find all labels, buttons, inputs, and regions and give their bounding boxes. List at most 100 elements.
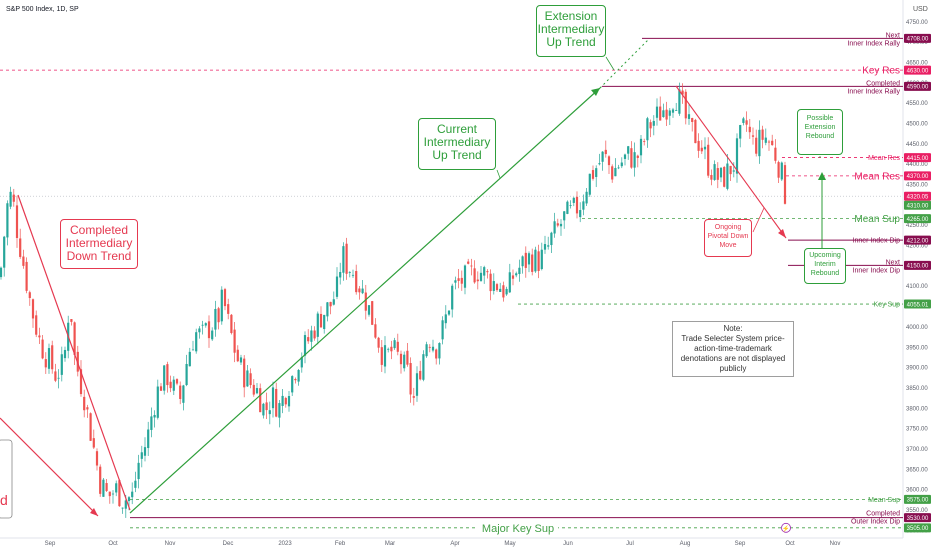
candle-body [163,365,166,391]
candle-body [764,137,767,143]
candle-body [390,346,393,352]
price-tag-label: 4370.00 [907,174,929,180]
candle-body [287,396,291,407]
ongoing-down-arrowhead [778,229,786,238]
candle-body [537,251,540,271]
candle-body [275,388,278,417]
price-tag [904,33,931,43]
candle-body [630,148,633,168]
candle-body [243,358,246,388]
price-tag [904,299,931,309]
current-trend-callout: Current Intermediary Up Trend [418,118,496,170]
extension-trend-callout: Extension Intermediary Up Trend [536,5,606,57]
candle-body [460,277,463,284]
candle-body [169,381,172,389]
candle-body [451,285,454,310]
candle-body [639,138,643,156]
candle-body [271,387,275,409]
candle-body [316,313,319,337]
candle-body [486,271,489,273]
x-month-label: Nov [165,541,176,547]
candle-body [697,140,700,151]
extension-up-trendline [599,39,649,89]
candle-body [403,354,406,369]
candle-body [111,493,115,495]
event-icon [781,522,791,533]
candle-body [207,321,211,339]
candle-body [780,162,783,180]
y-tick-label: 4500.00 [906,121,928,127]
candle-body [329,301,332,307]
candle-body [774,147,777,161]
candle-body [425,344,428,357]
candle-body [777,162,780,178]
level-label: Inner Index Rally [847,88,900,95]
candle-body [719,167,723,178]
price-tag [904,191,931,201]
candle-body [435,349,438,359]
price-tag-label: 4150.00 [907,264,929,270]
y-tick-label: 4100.00 [906,284,928,290]
candle-body [431,346,435,351]
outer-down-trendline [0,417,99,517]
price-tag [904,523,931,533]
candle-body [518,267,521,275]
x-month-label: Apr [450,541,459,547]
candle-body [188,351,191,367]
level-label: Completed [866,511,900,518]
candle-body [636,155,639,158]
level-label: Mean Sup [854,214,900,225]
x-month-label: Jul [626,541,634,547]
candle-body [185,363,188,386]
ongoing-move-pointer [752,207,765,233]
price-tag [904,200,931,210]
level-label: Inner Index Dip [853,238,901,245]
candle-body [358,288,361,293]
candle-body [348,272,351,273]
x-month-label: Sep [45,541,56,547]
candle-body [751,135,755,137]
candle-body [310,330,313,342]
candle-body [63,349,67,359]
candle-body [12,194,15,202]
price-tag [904,260,931,270]
x-month-label: Oct [108,541,118,547]
candle-body [463,265,467,288]
candle-body [585,191,588,204]
x-month-label: Aug [680,541,691,547]
candle-body [147,429,150,449]
candle-body [105,483,108,491]
candle-body [278,403,281,418]
level-label: Key Res [862,66,900,77]
candle-body [393,340,396,349]
y-tick-label: 3550.00 [906,508,928,514]
candle-body [428,346,431,348]
y-tick-label: 3650.00 [906,467,928,473]
candle-body [191,349,195,351]
level-label: Mean Sup [868,497,900,504]
candle-body [83,396,86,411]
candle-body [281,395,284,406]
candle-body [361,288,364,294]
candle-body [444,314,447,324]
level-label: Next [886,32,900,39]
candle-body [307,337,310,342]
y-tick-label: 4550.00 [906,101,928,107]
candle-body [134,480,137,488]
candle-body [735,138,739,174]
candle-body [195,332,198,352]
candle-body [559,223,563,227]
candle-body [761,129,764,140]
price-tag [904,235,931,245]
candle-body [319,313,323,328]
price-tag-label: 4590.00 [907,85,929,91]
candle-body [182,385,185,403]
candle-body [409,363,412,395]
candle-body [342,246,345,273]
current-trend-text: Current Intermediary Up Trend [423,122,491,162]
level-label: Key Sup [874,302,901,309]
candle-body [175,379,179,384]
candle-body [579,210,582,218]
event-icon-glyph: ⚡ [782,524,789,532]
